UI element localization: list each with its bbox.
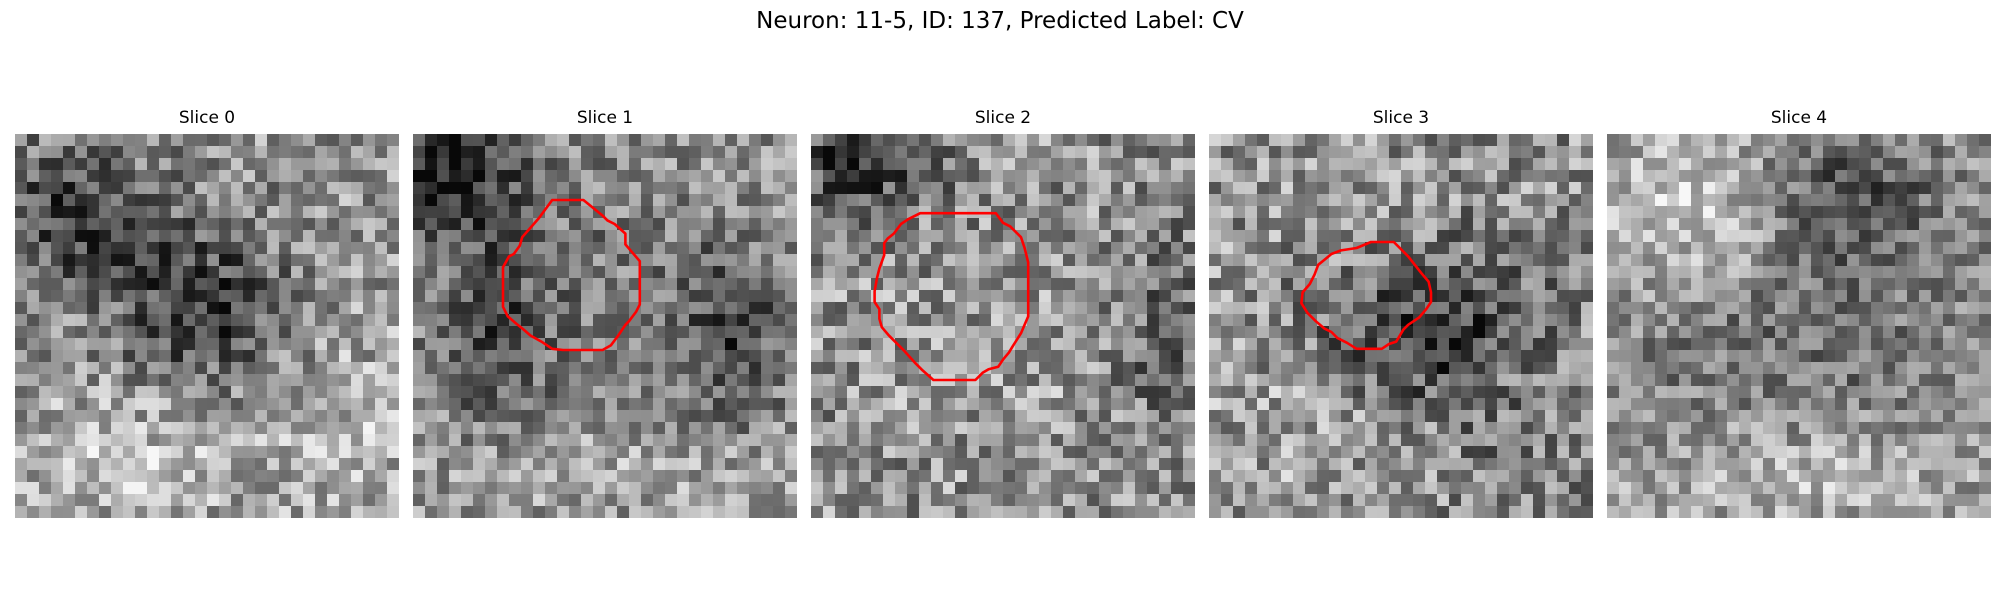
slice-title-3: Slice 3 <box>1372 108 1430 128</box>
slice-panel-2: Slice 2 <box>811 108 1195 518</box>
slice-panel-1: Slice 1 <box>413 108 797 518</box>
segmentation-contour <box>501 198 642 352</box>
pixel-grid <box>413 134 797 518</box>
slice-panel-0: Slice 0 <box>15 108 399 518</box>
slice-image-1 <box>413 134 797 518</box>
slice-image-4 <box>1607 134 1991 518</box>
slice-title-0: Slice 0 <box>178 108 236 128</box>
slice-image-3 <box>1209 134 1593 518</box>
pixel-grid <box>15 134 399 518</box>
segmentation-contour <box>873 211 1030 382</box>
slice-image-0 <box>15 134 399 518</box>
slice-title-1: Slice 1 <box>576 108 634 128</box>
segmentation-contour <box>1300 240 1433 351</box>
slice-panel-3: Slice 3 <box>1209 108 1593 518</box>
pixel-grid <box>1607 134 1991 518</box>
figure-title: Neuron: 11-5, ID: 137, Predicted Label: … <box>756 8 1244 34</box>
pixel-grid <box>811 134 1195 518</box>
slice-image-2 <box>811 134 1195 518</box>
slice-title-2: Slice 2 <box>974 108 1032 128</box>
pixel-grid <box>1209 134 1593 518</box>
slice-title-4: Slice 4 <box>1770 108 1828 128</box>
slice-panel-4: Slice 4 <box>1607 108 1991 518</box>
